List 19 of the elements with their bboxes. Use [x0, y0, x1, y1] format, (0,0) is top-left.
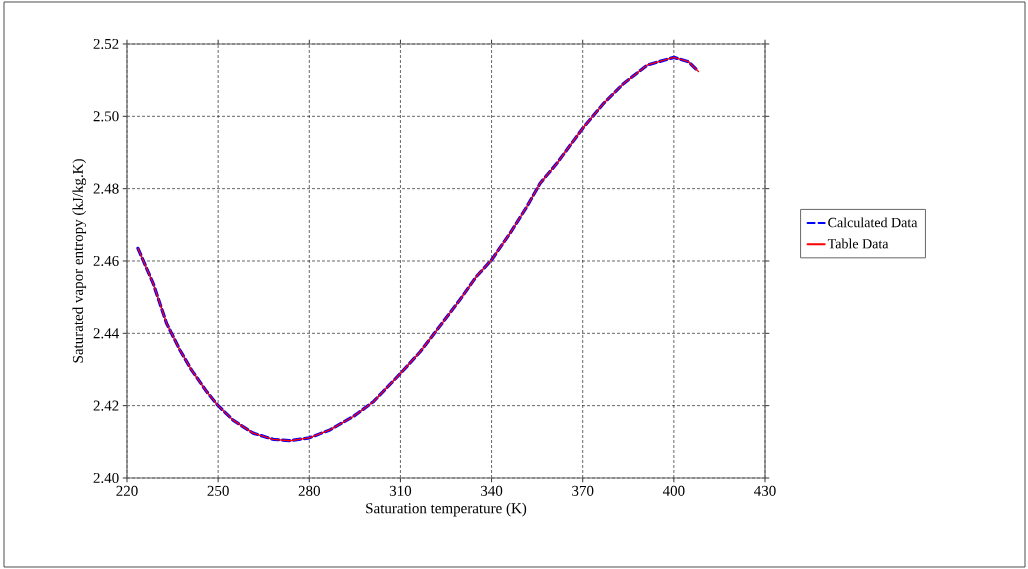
y-tick-label: 2.42	[93, 400, 119, 411]
y-tick-label: 2.44	[93, 328, 119, 339]
x-tick-label: 400	[662, 485, 685, 496]
y-tick-label: 2.46	[93, 255, 119, 267]
x-tick-label: 340	[481, 485, 503, 496]
y-tick-label: 2.40	[93, 472, 119, 484]
y-tick-label: 2.50	[93, 111, 119, 122]
y-axis-title: Saturated vapor entropy (kJ/kg.K)	[72, 159, 87, 363]
x-tick-label: 310	[389, 485, 412, 496]
x-tick-label: 280	[298, 485, 320, 496]
legend-label: Table Data	[827, 238, 889, 249]
x-tick-label: 250	[207, 485, 229, 496]
x-tick-label: 220	[116, 485, 138, 496]
y-tick-label: 2.48	[93, 183, 119, 194]
x-axis-title: Saturation temperature (K)	[366, 502, 527, 517]
legend-label: Calculated Data	[828, 217, 918, 228]
x-tick-label: 370	[572, 485, 594, 496]
x-tick-label: 430	[754, 485, 776, 496]
y-tick-label: 2.52	[93, 38, 119, 50]
